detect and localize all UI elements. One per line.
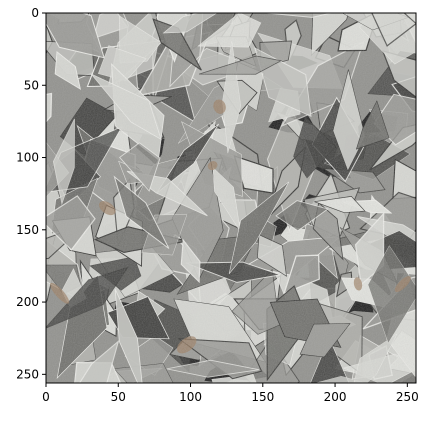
x-tick-label: 50 (111, 390, 126, 404)
foil-shard (219, 384, 249, 398)
y-axis: 0 50 100 150 200 250 (16, 6, 46, 381)
y-tick-label: 200 (16, 295, 39, 309)
x-tick-label: 150 (251, 390, 274, 404)
foil-texture-image (14, 0, 430, 418)
y-tick-label: 50 (24, 78, 39, 92)
y-tick-label: 150 (16, 223, 39, 237)
x-tick-label: 200 (324, 390, 347, 404)
y-tick-label: 250 (16, 367, 39, 381)
y-tick-label: 100 (16, 151, 39, 165)
image-grain (46, 13, 416, 383)
y-tick-label: 0 (31, 6, 39, 20)
foil-shard (17, 170, 47, 203)
x-tick-label: 250 (396, 390, 419, 404)
x-tick-label: 0 (42, 390, 50, 404)
x-tick-label: 100 (179, 390, 202, 404)
x-axis: 0 50 100 150 200 250 (42, 383, 419, 404)
